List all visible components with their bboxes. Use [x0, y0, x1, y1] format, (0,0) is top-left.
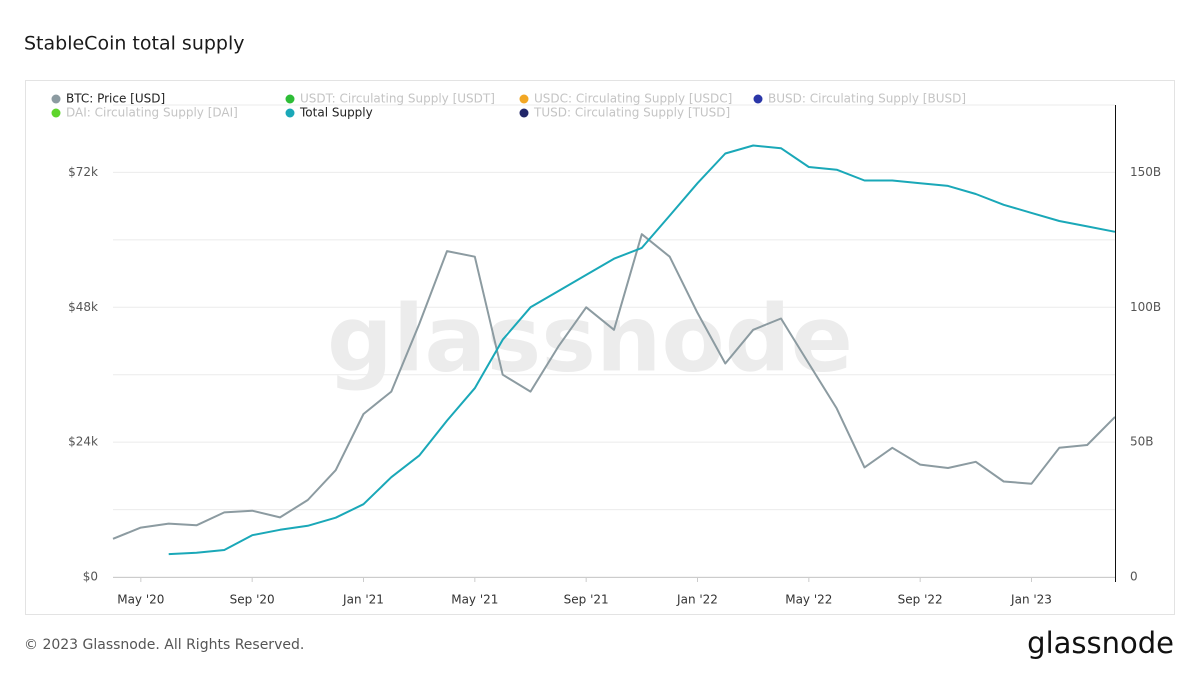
legend-marker	[285, 108, 295, 118]
y-tick-label: $0	[83, 570, 98, 584]
watermark: glassnode	[327, 285, 853, 392]
x-tick-label: Jan '21	[342, 593, 384, 607]
series-line	[168, 144, 1116, 556]
legend-marker	[285, 94, 295, 104]
legend-marker	[753, 94, 763, 104]
x-tick-label: May '20	[117, 593, 164, 607]
x-tick-label: May '21	[451, 593, 498, 607]
legend-label: TUSD: Circulating Supply [TUSD]	[533, 106, 730, 120]
legend-label: USDC: Circulating Supply [USDC]	[534, 92, 732, 106]
logo: glassnode	[1027, 626, 1174, 660]
legend-label: BUSD: Circulating Supply [BUSD]	[768, 92, 966, 106]
x-tick-label: Sep '20	[230, 593, 275, 607]
legend-label: Total Supply	[299, 106, 373, 120]
legend-label: USDT: Circulating Supply [USDT]	[300, 92, 495, 106]
chart-frame	[25, 80, 1175, 615]
legend-marker	[519, 108, 529, 118]
legend-marker	[51, 108, 61, 118]
legend-marker	[519, 94, 529, 104]
y2-tick-label: 50B	[1130, 435, 1154, 449]
x-tick-label: Sep '22	[898, 593, 943, 607]
y-tick-label: $48k	[68, 300, 98, 314]
y2-tick-label: 150B	[1130, 165, 1161, 179]
x-tick-label: Jan '22	[676, 593, 718, 607]
legend-label: DAI: Circulating Supply [DAI]	[66, 106, 238, 120]
series-line	[112, 233, 1116, 540]
legend-label: BTC: Price [USD]	[66, 92, 165, 106]
y2-tick-label: 0	[1130, 570, 1138, 584]
y-tick-label: $72k	[68, 165, 98, 179]
footer: © 2023 Glassnode. All Rights Reserved.	[24, 637, 304, 653]
x-tick-label: Sep '21	[564, 593, 609, 607]
legend-marker	[51, 94, 61, 104]
y2-tick-label: 100B	[1130, 300, 1161, 314]
x-tick-label: May '22	[785, 593, 832, 607]
chart-title: StableCoin total supply	[24, 33, 245, 55]
y-tick-label: $24k	[68, 435, 98, 449]
x-tick-label: Jan '23	[1010, 593, 1052, 607]
